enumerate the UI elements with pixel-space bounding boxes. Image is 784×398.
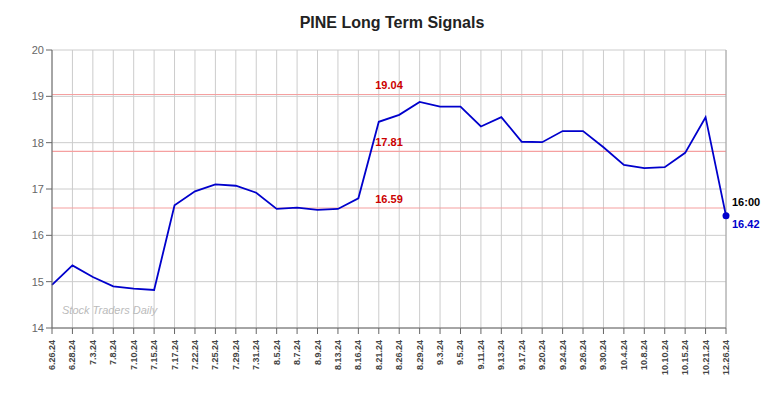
svg-text:8.21.24: 8.21.24 bbox=[374, 340, 384, 370]
html-text:PINE Long Term Signals: PINE Long Term Signals bbox=[299, 14, 485, 31]
svg-text:7.10.24: 7.10.24 bbox=[129, 340, 139, 370]
svg-text:9.30.24: 9.30.24 bbox=[598, 340, 608, 370]
svg-text:17.81: 17.81 bbox=[375, 136, 403, 148]
svg-text:7.29.24: 7.29.24 bbox=[231, 340, 241, 370]
svg-text:10.8.24: 10.8.24 bbox=[639, 340, 649, 370]
svg-text:16.59: 16.59 bbox=[375, 193, 403, 205]
svg-text:9.3.24: 9.3.24 bbox=[435, 340, 445, 365]
svg-text:9.24.24: 9.24.24 bbox=[558, 340, 568, 370]
svg-text:7.3.24: 7.3.24 bbox=[88, 340, 98, 365]
svg-text:9.5.24: 9.5.24 bbox=[455, 340, 465, 365]
svg-text:10.10.24: 10.10.24 bbox=[660, 340, 670, 375]
svg-text:10.15.24: 10.15.24 bbox=[680, 340, 690, 375]
svg-text:16: 16 bbox=[32, 229, 44, 241]
svg-text:18: 18 bbox=[32, 137, 44, 149]
svg-text:7.17.24: 7.17.24 bbox=[170, 340, 180, 370]
svg-text:7.15.24: 7.15.24 bbox=[149, 340, 159, 370]
svg-text:10.21.24: 10.21.24 bbox=[701, 340, 711, 375]
svg-text:9.20.24: 9.20.24 bbox=[537, 340, 547, 370]
svg-text:7.22.24: 7.22.24 bbox=[190, 340, 200, 370]
svg-text:7.31.24: 7.31.24 bbox=[251, 340, 261, 370]
svg-text:17: 17 bbox=[32, 183, 44, 195]
svg-text:9.17.24: 9.17.24 bbox=[517, 340, 527, 370]
svg-text:19: 19 bbox=[32, 90, 44, 102]
svg-text:20: 20 bbox=[32, 44, 44, 56]
html-text:Stock Traders Daily: Stock Traders Daily bbox=[62, 304, 158, 316]
svg-text:7.25.24: 7.25.24 bbox=[210, 340, 220, 370]
svg-text:9.13.24: 9.13.24 bbox=[496, 340, 506, 370]
svg-text:16:00: 16:00 bbox=[732, 196, 760, 208]
svg-text:19.04: 19.04 bbox=[375, 79, 403, 91]
svg-text:14: 14 bbox=[32, 322, 44, 334]
svg-text:15: 15 bbox=[32, 276, 44, 288]
svg-text:8.5.24: 8.5.24 bbox=[272, 340, 282, 365]
svg-text:8.9.24: 8.9.24 bbox=[313, 340, 323, 365]
svg-text:8.16.24: 8.16.24 bbox=[353, 340, 363, 370]
svg-text:6.26.24: 6.26.24 bbox=[47, 340, 57, 370]
svg-text:8.26.24: 8.26.24 bbox=[394, 340, 404, 370]
svg-text:12.26.24: 12.26.24 bbox=[721, 340, 731, 375]
svg-text:8.29.24: 8.29.24 bbox=[415, 340, 425, 370]
svg-text:16.42: 16.42 bbox=[732, 218, 760, 230]
svg-text:8.7.24: 8.7.24 bbox=[292, 340, 302, 365]
svg-text:10.4.24: 10.4.24 bbox=[619, 340, 629, 370]
svg-text:7.8.24: 7.8.24 bbox=[108, 340, 118, 365]
svg-text:9.26.24: 9.26.24 bbox=[578, 340, 588, 370]
svg-text:6.28.24: 6.28.24 bbox=[67, 340, 77, 370]
svg-text:9.11.24: 9.11.24 bbox=[476, 340, 486, 370]
svg-text:8.13.24: 8.13.24 bbox=[333, 340, 343, 370]
